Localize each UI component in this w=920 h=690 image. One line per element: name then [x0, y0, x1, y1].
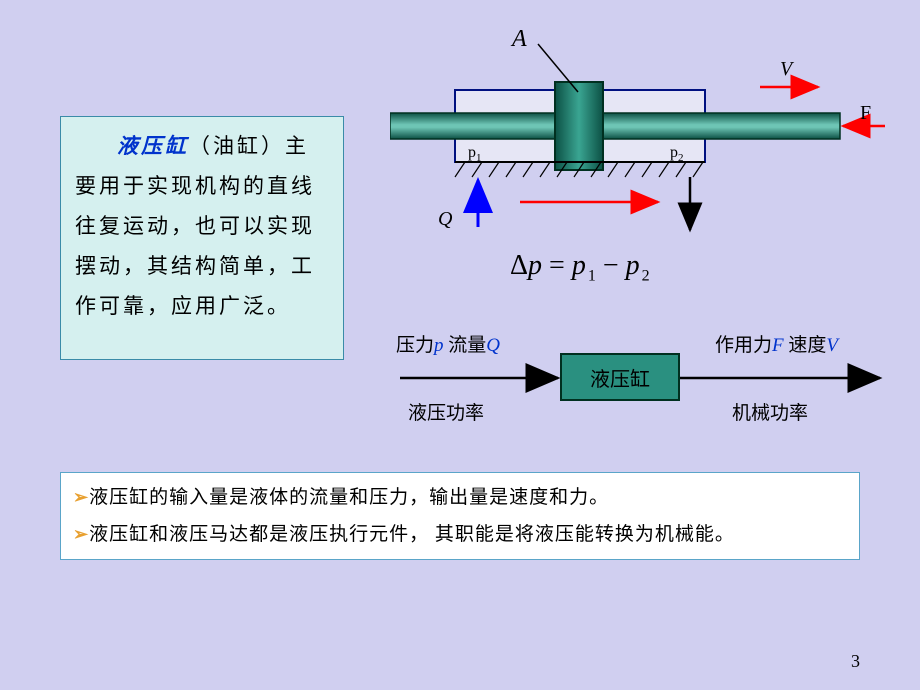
- out-top-label: 作用力F 速度V: [715, 330, 838, 357]
- flow-diagram: 液压缸 压力p 流量Q 液压功率 作用力F 速度V 机械功率: [380, 320, 900, 445]
- in-top-label: 压力p 流量Q: [396, 330, 500, 357]
- flow-box: 液压缸: [560, 353, 680, 401]
- cylinder-diagram: A V F Q p1 p2 Δp = p1 − p2: [390, 32, 890, 292]
- V-label: V: [780, 58, 792, 81]
- p2-label: p2: [670, 144, 684, 164]
- flow-box-label: 液压缸: [590, 363, 650, 392]
- slide: 液压缸（油缸）主要用于实现机构的直线往复运动，也可以实现摆动，其结构简单，工作可…: [0, 0, 920, 690]
- F-label: F: [860, 102, 871, 125]
- page-number: 3: [851, 651, 860, 672]
- in-bottom-label: 液压功率: [408, 398, 484, 425]
- title-paren: （油缸）: [189, 134, 285, 158]
- intro-body: 主要用于实现机构的直线往复运动，也可以实现摆动，其结构简单，工作可靠，应用广泛。: [75, 134, 315, 318]
- p1-label: p1: [468, 144, 482, 164]
- bullet-icon: ➢: [73, 524, 89, 544]
- summary-line-1: ➢液压缸的输入量是液体的流量和压力，输出量是速度和力。: [73, 479, 847, 516]
- bullet-icon: ➢: [73, 487, 89, 507]
- out-bottom-label: 机械功率: [732, 398, 808, 425]
- intro-text-box: 液压缸（油缸）主要用于实现机构的直线往复运动，也可以实现摆动，其结构简单，工作可…: [60, 116, 344, 360]
- formula-dp: Δp = p1 − p2: [510, 250, 650, 286]
- summary-line-2: ➢液压缸和液压马达都是液压执行元件， 其职能是将液压能转换为机械能。: [73, 516, 847, 553]
- Q-label: Q: [438, 208, 452, 231]
- A-label: A: [512, 26, 527, 53]
- title-term: 液压缸: [117, 134, 189, 158]
- summary-text-box: ➢液压缸的输入量是液体的流量和压力，输出量是速度和力。 ➢液压缸和液压马达都是液…: [60, 472, 860, 560]
